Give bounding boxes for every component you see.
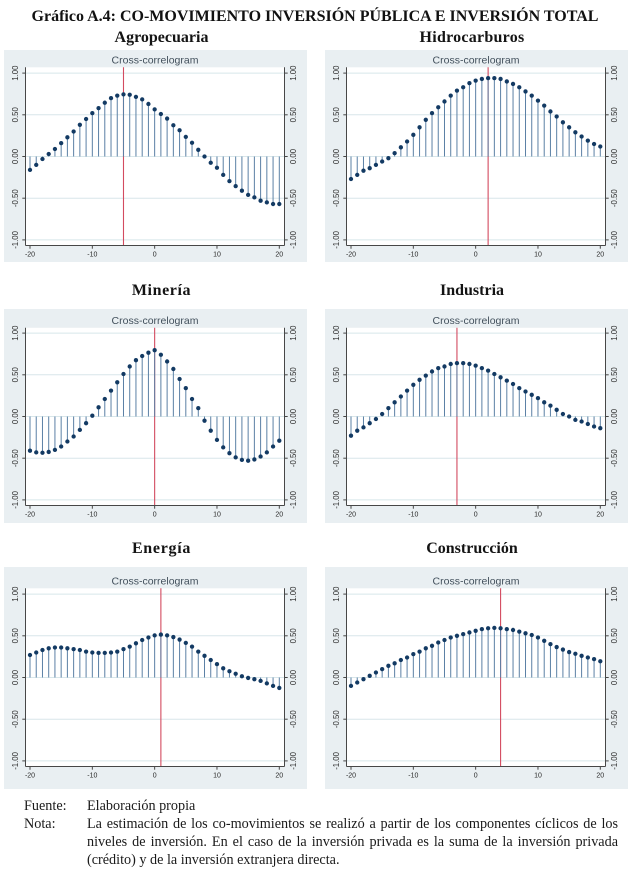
svg-text:-0.50: -0.50: [332, 189, 341, 207]
svg-text:-20: -20: [25, 251, 35, 258]
svg-text:-0.50: -0.50: [610, 189, 619, 207]
svg-text:10: 10: [534, 251, 542, 258]
svg-text:-1.00: -1.00: [289, 490, 298, 508]
svg-text:0: 0: [474, 511, 478, 518]
svg-text:0.50: 0.50: [332, 628, 341, 644]
svg-text:-1.00: -1.00: [11, 230, 20, 248]
svg-text:0: 0: [474, 772, 478, 779]
svg-text:10: 10: [534, 511, 542, 518]
svg-text:0.00: 0.00: [289, 148, 298, 164]
svg-text:1.00: 1.00: [332, 65, 341, 81]
svg-text:10: 10: [213, 772, 221, 779]
svg-text:-10: -10: [408, 251, 418, 258]
svg-text:-0.50: -0.50: [289, 449, 298, 467]
svg-text:-1.00: -1.00: [332, 230, 341, 248]
svg-text:0.00: 0.00: [289, 408, 298, 424]
svg-text:0.50: 0.50: [332, 367, 341, 383]
svg-text:-0.50: -0.50: [289, 710, 298, 728]
svg-text:-20: -20: [25, 772, 35, 779]
svg-text:0.50: 0.50: [11, 107, 20, 123]
svg-text:-0.50: -0.50: [332, 710, 341, 728]
svg-text:1.00: 1.00: [332, 586, 341, 602]
svg-text:-1.00: -1.00: [332, 490, 341, 508]
svg-text:0: 0: [153, 251, 157, 258]
svg-text:-0.50: -0.50: [289, 189, 298, 207]
svg-text:1.00: 1.00: [289, 325, 298, 341]
svg-text:20: 20: [596, 772, 604, 779]
svg-text:0.00: 0.00: [332, 408, 341, 424]
svg-text:-10: -10: [408, 772, 418, 779]
svg-text:1.00: 1.00: [289, 65, 298, 81]
svg-text:0: 0: [153, 772, 157, 779]
svg-text:-1.00: -1.00: [289, 751, 298, 769]
svg-text:-1.00: -1.00: [610, 751, 619, 769]
svg-text:-1.00: -1.00: [11, 490, 20, 508]
svg-text:0.50: 0.50: [610, 107, 619, 123]
svg-text:-1.00: -1.00: [610, 490, 619, 508]
svg-text:0.00: 0.00: [11, 148, 20, 164]
svg-text:20: 20: [596, 511, 604, 518]
svg-text:0.50: 0.50: [610, 628, 619, 644]
svg-text:-20: -20: [346, 251, 356, 258]
svg-text:0.50: 0.50: [332, 107, 341, 123]
svg-text:20: 20: [596, 251, 604, 258]
svg-text:0.00: 0.00: [610, 148, 619, 164]
svg-text:-1.00: -1.00: [610, 230, 619, 248]
svg-text:10: 10: [534, 772, 542, 779]
svg-text:0.50: 0.50: [289, 628, 298, 644]
svg-text:1.00: 1.00: [11, 65, 20, 81]
svg-text:-0.50: -0.50: [11, 189, 20, 207]
svg-text:0.00: 0.00: [11, 669, 20, 685]
svg-text:20: 20: [275, 251, 283, 258]
svg-text:-20: -20: [25, 511, 35, 518]
svg-text:-0.50: -0.50: [11, 449, 20, 467]
svg-text:Cross-correlogram: Cross-correlogram: [112, 575, 199, 587]
svg-text:-20: -20: [346, 511, 356, 518]
svg-text:-1.00: -1.00: [11, 751, 20, 769]
svg-text:1.00: 1.00: [610, 325, 619, 341]
svg-text:Cross-correlogram: Cross-correlogram: [433, 575, 520, 587]
svg-text:-10: -10: [408, 511, 418, 518]
svg-text:-10: -10: [87, 511, 97, 518]
svg-text:0.00: 0.00: [289, 669, 298, 685]
svg-text:10: 10: [213, 251, 221, 258]
svg-text:0.00: 0.00: [11, 408, 20, 424]
svg-text:-20: -20: [346, 772, 356, 779]
svg-text:-10: -10: [87, 772, 97, 779]
svg-text:0.00: 0.00: [610, 669, 619, 685]
svg-text:10: 10: [213, 511, 221, 518]
svg-text:0.50: 0.50: [289, 107, 298, 123]
svg-text:0: 0: [153, 511, 157, 518]
svg-text:-10: -10: [87, 251, 97, 258]
svg-text:1.00: 1.00: [332, 325, 341, 341]
svg-text:1.00: 1.00: [610, 65, 619, 81]
svg-text:-1.00: -1.00: [332, 751, 341, 769]
svg-text:0.00: 0.00: [332, 148, 341, 164]
svg-text:1.00: 1.00: [11, 586, 20, 602]
svg-text:0.50: 0.50: [610, 367, 619, 383]
svg-text:-0.50: -0.50: [610, 449, 619, 467]
svg-text:0.50: 0.50: [11, 628, 20, 644]
svg-text:1.00: 1.00: [610, 586, 619, 602]
svg-text:Cross-correlogram: Cross-correlogram: [112, 315, 199, 327]
svg-text:-0.50: -0.50: [11, 710, 20, 728]
svg-text:-0.50: -0.50: [332, 449, 341, 467]
svg-text:1.00: 1.00: [11, 325, 20, 341]
svg-text:0.00: 0.00: [332, 669, 341, 685]
svg-text:20: 20: [275, 772, 283, 779]
svg-text:0.50: 0.50: [289, 367, 298, 383]
svg-text:0: 0: [474, 251, 478, 258]
svg-text:Cross-correlogram: Cross-correlogram: [112, 54, 199, 66]
svg-text:20: 20: [275, 511, 283, 518]
svg-text:-0.50: -0.50: [610, 710, 619, 728]
svg-text:Cross-correlogram: Cross-correlogram: [433, 54, 520, 66]
svg-text:0.50: 0.50: [11, 367, 20, 383]
svg-text:Cross-correlogram: Cross-correlogram: [433, 315, 520, 327]
svg-text:0.00: 0.00: [610, 408, 619, 424]
svg-text:1.00: 1.00: [289, 586, 298, 602]
svg-text:-1.00: -1.00: [289, 230, 298, 248]
